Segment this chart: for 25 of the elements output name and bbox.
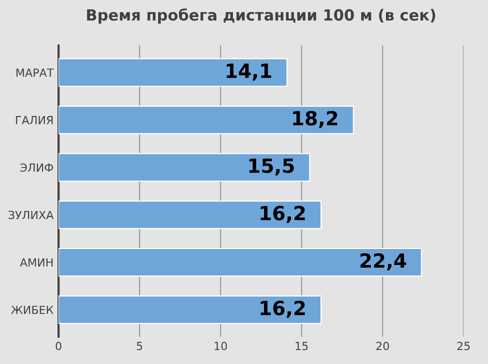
x-tick-label: 5 (136, 342, 142, 350)
x-tick-label: 20 (376, 342, 389, 350)
y-tick-label: АМИН (20, 258, 53, 266)
x-tick-label: 10 (214, 342, 227, 350)
y-tick-label: ГАЛИЯ (16, 116, 53, 124)
data-label: 18,2 (293, 110, 338, 128)
chart-title: Время пробега дистанции 100 м (в сек) (87, 8, 436, 24)
bar (58, 295, 322, 324)
x-tick-label: 0 (56, 342, 62, 350)
y-tick-label: ЭЛИФ (20, 163, 54, 172)
bar (58, 248, 422, 277)
data-label: 22,4 (360, 253, 406, 270)
data-label: 16,2 (260, 300, 305, 318)
data-label: 14,1 (226, 64, 272, 81)
y-tick-label: МАРАТ (16, 68, 54, 77)
bar (58, 58, 288, 87)
y-tick-label: ЖИБЕК (11, 306, 54, 314)
x-tick-label: 25 (457, 342, 470, 350)
bar (58, 200, 322, 230)
data-label: 16,2 (260, 206, 305, 223)
data-label: 15,5 (249, 158, 294, 176)
y-tick-label: ЗУЛИХА (8, 210, 54, 220)
x-tick-label: 15 (296, 342, 308, 350)
bar (58, 106, 354, 134)
bar (58, 153, 310, 182)
